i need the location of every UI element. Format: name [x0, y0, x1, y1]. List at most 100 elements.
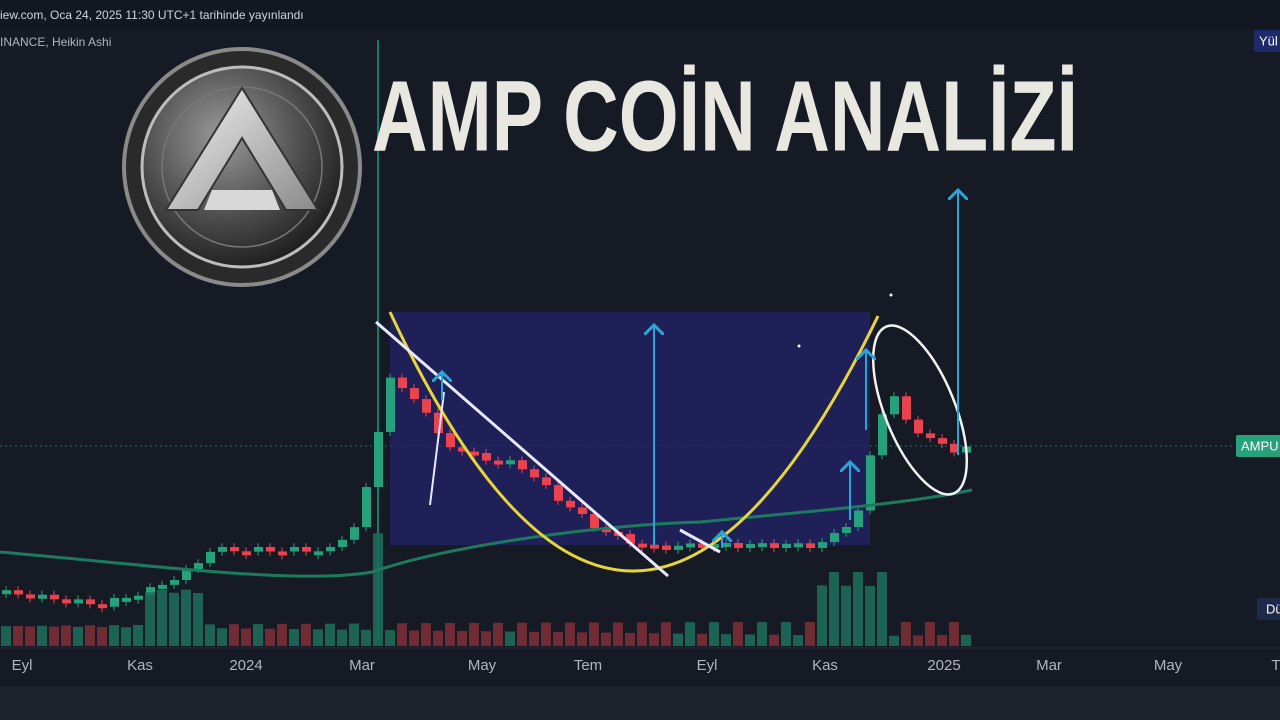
candle [338, 539, 347, 548]
volume-bar [805, 622, 815, 646]
candle [710, 544, 719, 549]
volume-bar [493, 622, 503, 646]
candle [518, 460, 527, 470]
volume-bar [673, 633, 683, 646]
candle [86, 599, 95, 605]
volume-bar [25, 626, 35, 646]
x-tick-label: May [468, 657, 497, 674]
candle [830, 532, 839, 543]
candle [626, 534, 635, 544]
volume-bar [601, 632, 611, 646]
volume-bar [13, 625, 23, 646]
volume-bar [529, 631, 539, 646]
volume-bar [697, 633, 707, 646]
x-tick-label: Kas [127, 657, 153, 674]
candle [602, 528, 611, 533]
candle [638, 543, 647, 548]
candle [182, 569, 191, 580]
x-tick-label: Eyl [697, 657, 718, 674]
candle [98, 604, 107, 609]
badge: Dü [1266, 601, 1280, 616]
candle [926, 433, 935, 439]
volume-bar [349, 623, 359, 646]
x-tick-label: Kas [812, 657, 838, 674]
symbol-info: INANCE, Heikin Ashi [0, 35, 111, 49]
candle [146, 587, 155, 596]
x-tick-label: T [1271, 657, 1280, 674]
volume-bar [217, 628, 227, 646]
candle [302, 547, 311, 552]
volume-bar [337, 629, 347, 646]
candle [266, 547, 275, 552]
candle [350, 527, 359, 540]
volume-bar [757, 622, 767, 646]
dot [797, 344, 801, 348]
volume-bar [685, 622, 695, 646]
x-tick-label: May [1154, 657, 1183, 674]
volume-bar [517, 622, 527, 646]
candle [806, 543, 815, 548]
badge: Yül [1259, 33, 1278, 48]
candle [422, 399, 431, 413]
candle [902, 396, 911, 420]
volume-bar [853, 572, 863, 646]
candle [938, 438, 947, 444]
candle [410, 388, 419, 400]
volume-bar [769, 634, 779, 646]
arrows [442, 190, 958, 548]
volume-bar [409, 630, 419, 646]
volume-bar [889, 635, 899, 646]
volume-bar [97, 627, 107, 646]
volume-bar [901, 622, 911, 646]
volume-bar [781, 622, 791, 646]
volume-bar [85, 625, 95, 646]
coin-face [140, 65, 344, 269]
volume-bar [169, 592, 179, 646]
x-tick-label: Eyl [12, 657, 33, 674]
volume-bar [505, 631, 515, 646]
volume-bar [961, 634, 971, 646]
volume-bar [157, 589, 167, 646]
candle [914, 419, 923, 434]
candle [542, 477, 551, 486]
volume-bar [445, 623, 455, 646]
volume-bar [181, 589, 191, 646]
candle [170, 579, 179, 585]
volume-bar [265, 628, 275, 646]
candle [398, 377, 407, 389]
volume-bar [481, 631, 491, 646]
volume-bar [433, 630, 443, 646]
volume-bar [589, 622, 599, 646]
volume-bar [145, 592, 155, 646]
coin-symbol-bar [204, 190, 280, 210]
candle [698, 543, 707, 548]
volume-bar [469, 622, 479, 646]
candle [2, 590, 11, 595]
candle [14, 590, 23, 595]
thumbnail-title: AMP COİN ANALİZİ [372, 60, 1078, 172]
candle [722, 542, 731, 547]
candle [230, 547, 239, 552]
x-axis: Eyl Kas 2024 Mar May Tem Eyl Kas 2025 Mar May T [12, 657, 1280, 674]
candle [134, 595, 143, 600]
x-tick-label: Mar [349, 657, 375, 674]
volume-bar [553, 632, 563, 646]
candle [470, 451, 479, 456]
candle [110, 597, 119, 607]
volume-bar [841, 585, 851, 646]
shaded-zone [390, 312, 870, 545]
volume-bar [949, 622, 959, 646]
volume-bar [829, 572, 839, 646]
volume-bar [1, 626, 11, 646]
volume-bar [721, 634, 731, 646]
volume-bar [289, 629, 299, 646]
x-tick-label: Mar [1036, 657, 1062, 674]
candle [746, 543, 755, 548]
moving-average [0, 488, 973, 578]
cup-curve [388, 311, 880, 573]
volume-bar [241, 628, 251, 646]
candle [950, 443, 959, 453]
candle [326, 547, 335, 552]
volume-bar [937, 635, 947, 646]
